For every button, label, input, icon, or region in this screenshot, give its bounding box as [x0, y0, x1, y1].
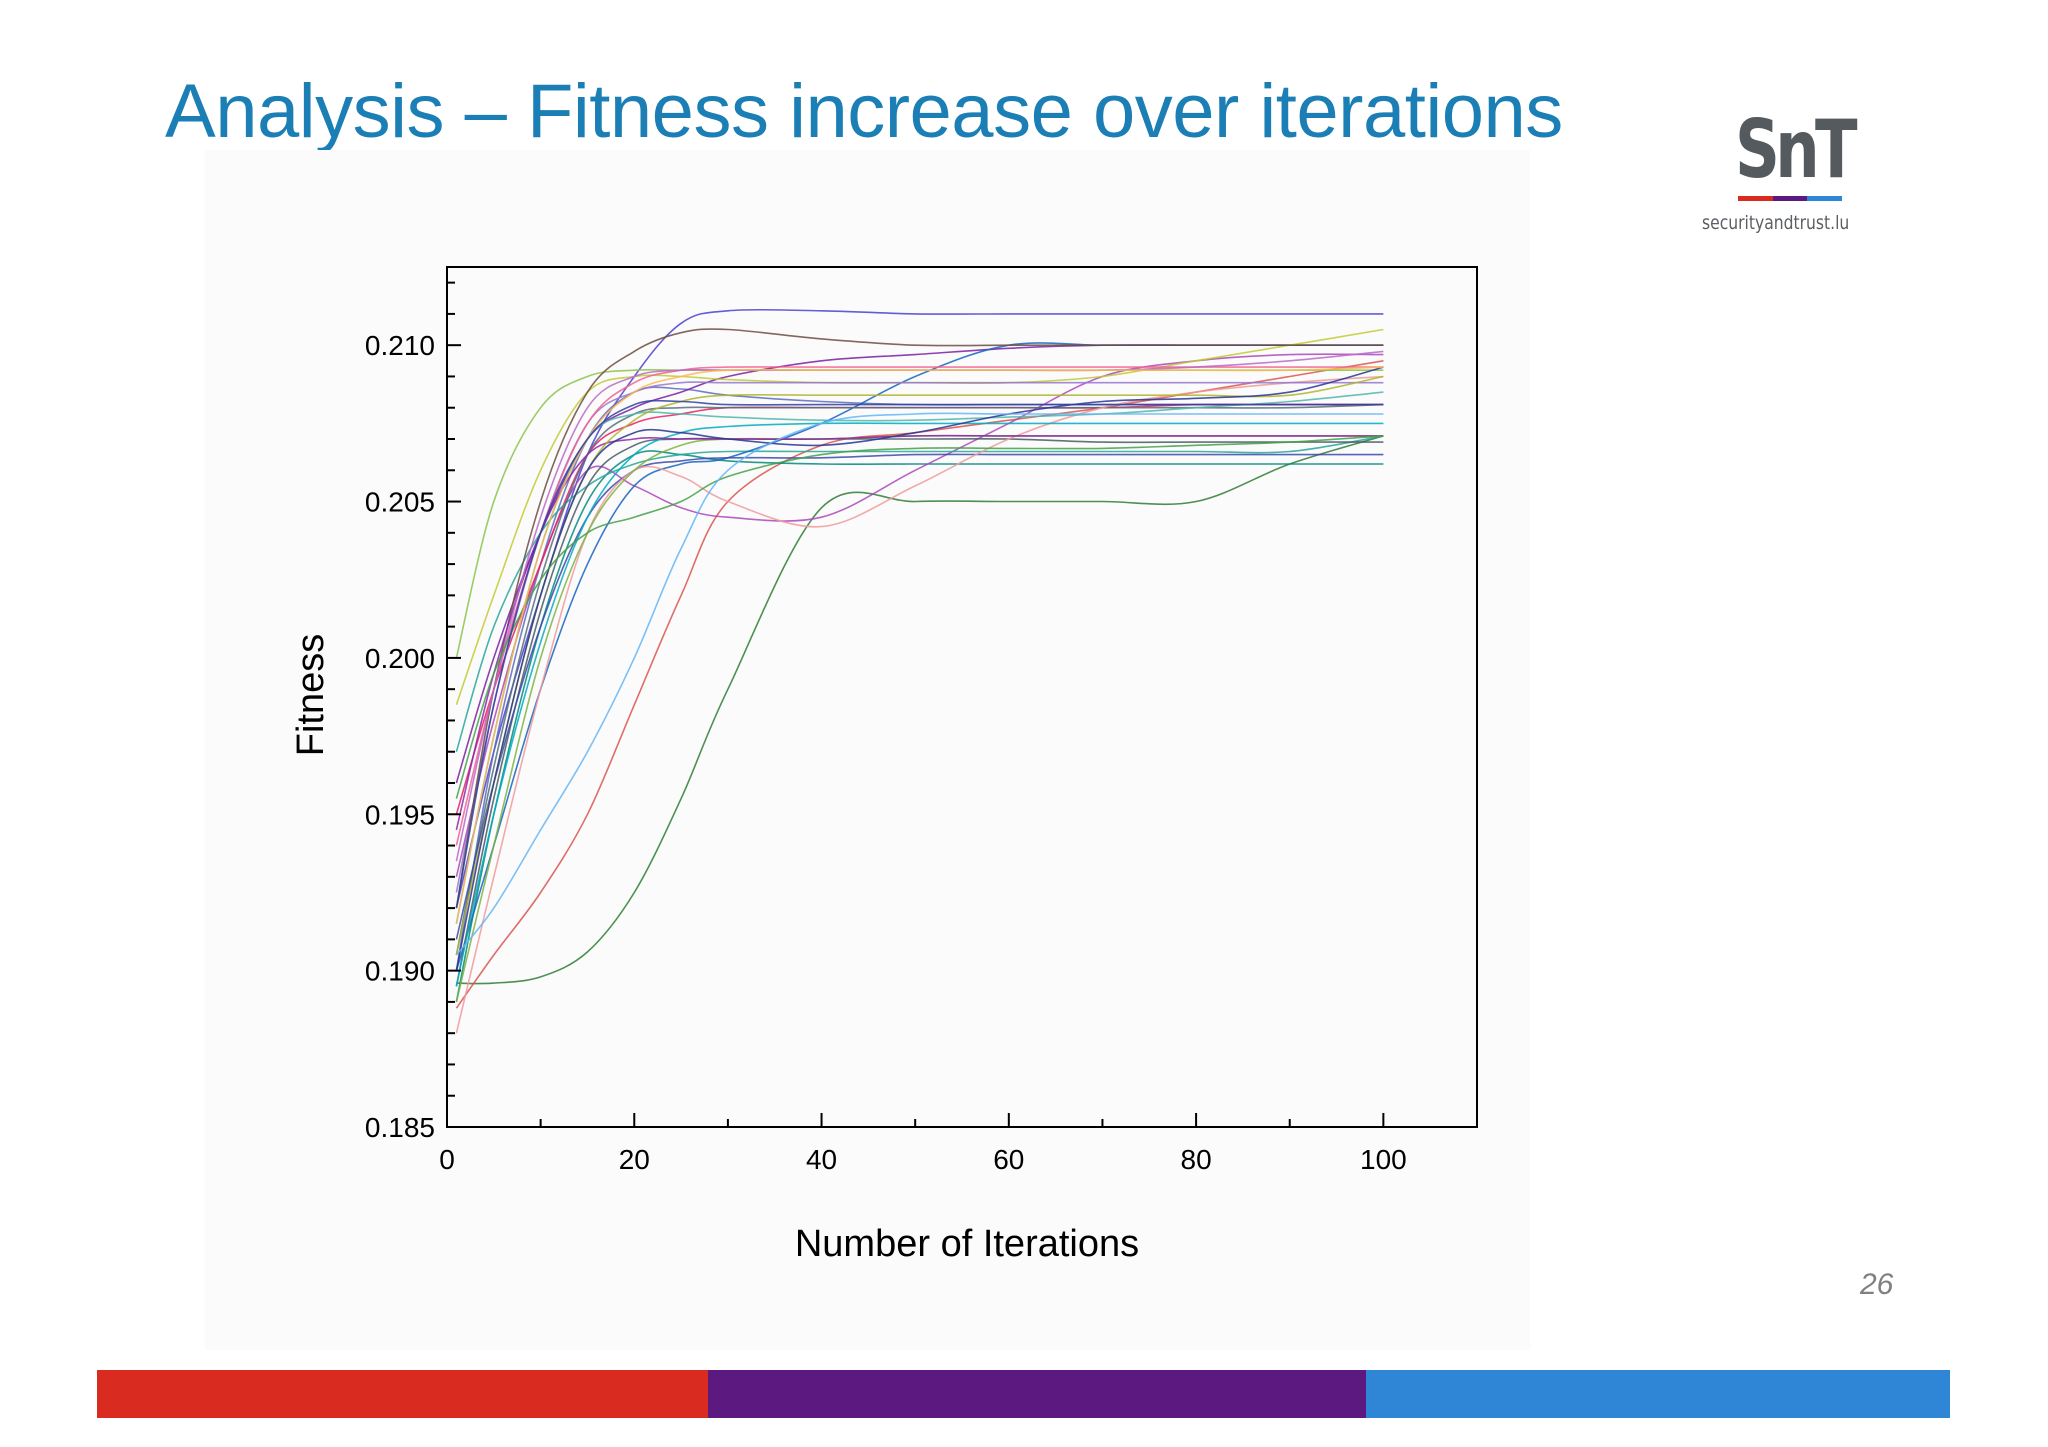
- footer-segment-purple: [708, 1370, 1367, 1418]
- footer-color-bar: [97, 1370, 1950, 1418]
- x-axis-ticks: 0 20 40 60 80 100: [439, 1113, 1478, 1175]
- x-tick-label: 80: [1181, 1144, 1212, 1175]
- series-line-29: [455, 366, 1384, 924]
- series-line-2: [456, 435, 1384, 985]
- y-tick-label: 0.185: [365, 1112, 435, 1143]
- series-line-18: [455, 391, 1384, 924]
- logo-bar-purple: [1772, 196, 1808, 201]
- series-line-1: [455, 308, 1384, 909]
- series-line-8: [455, 353, 1384, 877]
- x-axis-label: Number of Iterations: [795, 1223, 1139, 1265]
- footer-segment-red: [97, 1370, 709, 1418]
- slide-title: Analysis – Fitness increase over iterati…: [165, 69, 1563, 154]
- plot-frame: [446, 266, 1478, 1128]
- chart-background: [205, 150, 1530, 1350]
- logo-color-bars: [1738, 196, 1843, 201]
- x-tick-label: 0: [439, 1144, 455, 1175]
- series-line-14: [455, 437, 1384, 987]
- y-tick-label: 0.200: [365, 643, 435, 674]
- series-line-20: [455, 434, 1384, 1003]
- y-tick-label: 0.205: [365, 487, 435, 518]
- series-line-27: [455, 435, 1384, 799]
- series-line-10: [455, 435, 1384, 752]
- snt-logo: SnT securityandtrust.lu: [1690, 100, 1890, 250]
- y-tick-label: 0.190: [365, 956, 435, 987]
- logo-mark: SnT: [1735, 103, 1858, 196]
- footer-segment-blue: [1366, 1370, 1950, 1418]
- y-axis-label: Fitness: [290, 634, 332, 756]
- series-line-30: [455, 399, 1384, 909]
- series-line-13: [455, 403, 1384, 956]
- logo-bar-blue: [1807, 196, 1843, 201]
- series-line-6: [455, 450, 1384, 1003]
- x-tick-label: 40: [806, 1144, 837, 1175]
- series-line-23: [455, 434, 1384, 831]
- page-number: 26: [1860, 1268, 1894, 1301]
- series-line-22: [455, 422, 1384, 987]
- series-line-21: [455, 328, 1384, 909]
- series-line-15: [455, 453, 1384, 940]
- series-line-7: [455, 344, 1384, 784]
- x-tick-label: 20: [619, 1144, 650, 1175]
- y-axis-ticks: 0.185 0.190 0.195 0.200 0.205 0.210: [365, 281, 461, 1143]
- y-tick-label: 0.210: [365, 330, 435, 361]
- x-tick-label: 60: [993, 1144, 1024, 1175]
- y-tick-label: 0.195: [365, 799, 435, 830]
- logo-bar-red: [1738, 196, 1773, 201]
- series-line-25: [455, 366, 1384, 971]
- chart-series-group: [455, 308, 1384, 1034]
- x-tick-label: 100: [1360, 1144, 1407, 1175]
- series-line-12: [455, 328, 1384, 706]
- series-line-28: [455, 412, 1384, 956]
- logo-subtitle: securityandtrust.lu: [1702, 212, 1850, 234]
